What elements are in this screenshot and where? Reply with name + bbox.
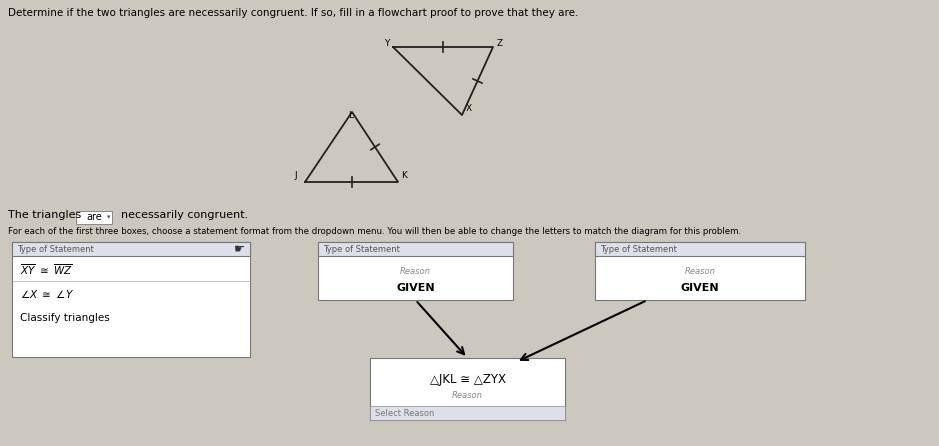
Text: For each of the first three boxes, choose a statement format from the dropdown m: For each of the first three boxes, choos… bbox=[8, 227, 741, 236]
Text: Classify triangles: Classify triangles bbox=[20, 313, 110, 323]
Text: Type of Statement: Type of Statement bbox=[17, 244, 94, 253]
Text: Select Reason: Select Reason bbox=[375, 409, 435, 417]
Text: $\angle X$ $\cong$ $\angle Y$: $\angle X$ $\cong$ $\angle Y$ bbox=[20, 288, 74, 300]
Text: △JKL ≅ △ZYX: △JKL ≅ △ZYX bbox=[429, 373, 505, 387]
Text: Reason: Reason bbox=[452, 392, 483, 401]
Text: X: X bbox=[466, 104, 472, 113]
FancyBboxPatch shape bbox=[595, 242, 805, 300]
Text: L: L bbox=[348, 111, 353, 120]
Text: Type of Statement: Type of Statement bbox=[323, 244, 400, 253]
Text: ▾: ▾ bbox=[106, 215, 110, 220]
FancyBboxPatch shape bbox=[318, 242, 513, 256]
Text: GIVEN: GIVEN bbox=[396, 283, 435, 293]
Text: $\overline{XY}$ $\cong$ $\overline{WZ}$: $\overline{XY}$ $\cong$ $\overline{WZ}$ bbox=[20, 263, 73, 277]
FancyBboxPatch shape bbox=[76, 211, 112, 224]
Text: necessarily congruent.: necessarily congruent. bbox=[114, 210, 248, 220]
FancyBboxPatch shape bbox=[370, 358, 565, 420]
Text: Reason: Reason bbox=[400, 268, 431, 277]
FancyBboxPatch shape bbox=[12, 242, 250, 256]
Text: K: K bbox=[401, 171, 407, 180]
Text: Reason: Reason bbox=[685, 268, 716, 277]
Text: Z: Z bbox=[497, 39, 503, 48]
Text: J: J bbox=[294, 171, 297, 180]
FancyBboxPatch shape bbox=[595, 242, 805, 256]
FancyBboxPatch shape bbox=[12, 242, 250, 357]
Text: Y: Y bbox=[384, 39, 390, 48]
Text: The triangles: The triangles bbox=[8, 210, 88, 220]
Text: Type of Statement: Type of Statement bbox=[600, 244, 677, 253]
FancyBboxPatch shape bbox=[370, 406, 565, 420]
FancyBboxPatch shape bbox=[318, 242, 513, 300]
Text: are: are bbox=[86, 212, 101, 223]
Text: Determine if the two triangles are necessarily congruent. If so, fill in a flowc: Determine if the two triangles are neces… bbox=[8, 8, 578, 18]
Text: ☛: ☛ bbox=[234, 243, 245, 256]
Text: GIVEN: GIVEN bbox=[681, 283, 719, 293]
